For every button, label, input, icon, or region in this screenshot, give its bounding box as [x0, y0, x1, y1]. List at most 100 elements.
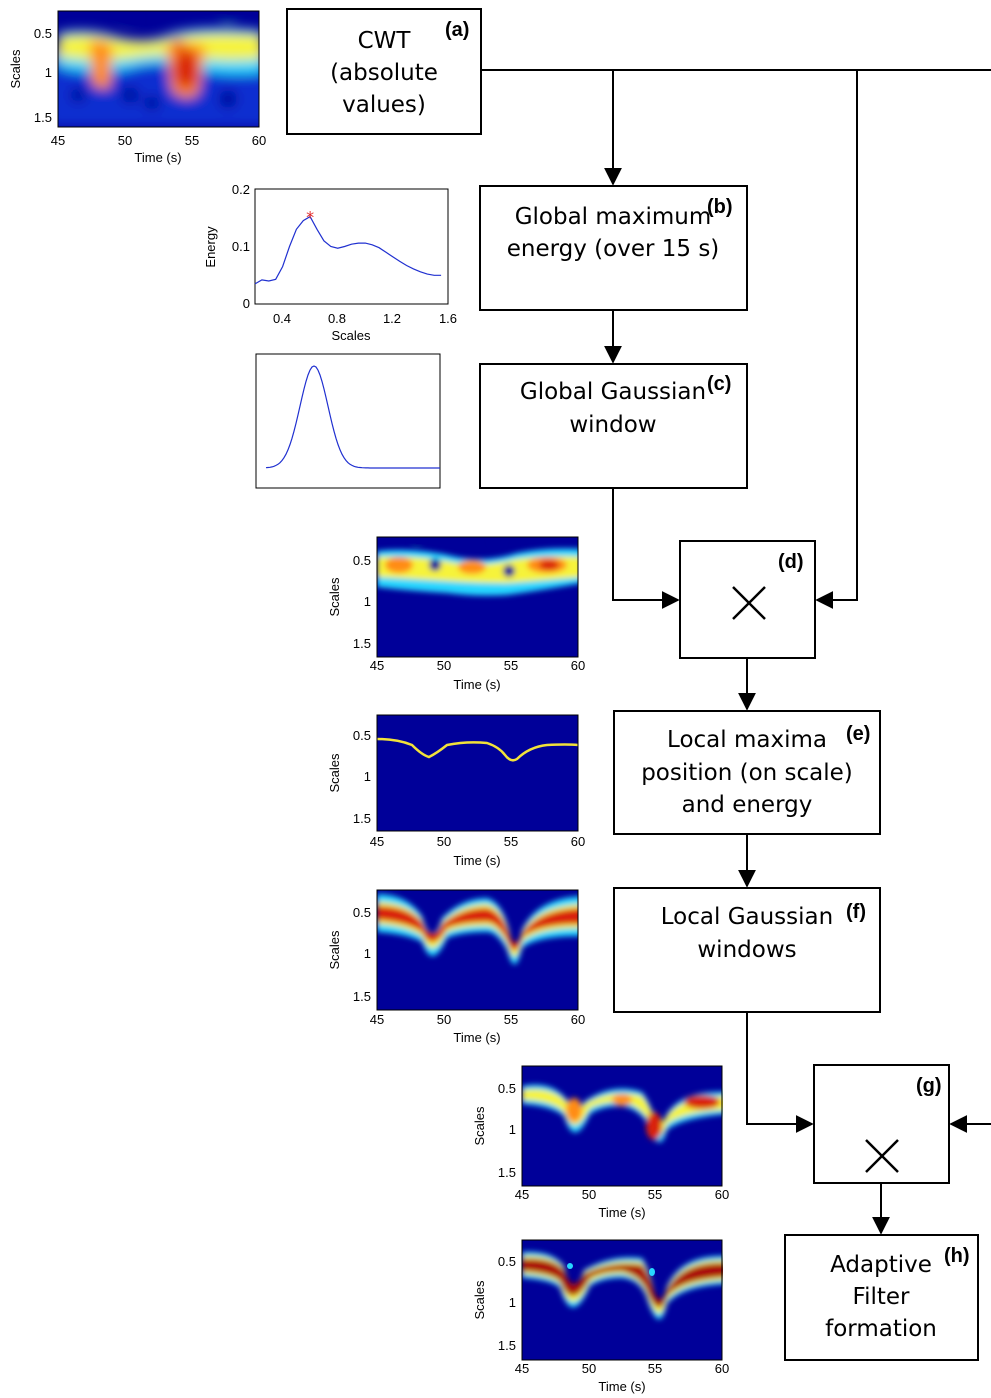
x-axis-label: Time (s) [453, 1030, 500, 1045]
ytick: 1 [509, 1122, 516, 1137]
block-e-line-1: Local maxima [667, 727, 827, 753]
block-b-line-2: energy (over 15 s) [507, 236, 720, 262]
block-a-line-3: values) [342, 92, 426, 118]
xtick: 50 [582, 1187, 596, 1202]
scalogram-g: 45 50 55 60 0.5 1 1.5 Time (s) Scales [472, 1065, 729, 1220]
xtick: 55 [185, 133, 199, 148]
scalogram-d-yticks: 0.5 1 1.5 [353, 553, 371, 651]
xtick: 60 [571, 834, 585, 849]
ytick: 0.5 [498, 1081, 516, 1096]
ytick: 1.5 [498, 1338, 516, 1353]
ytick: 0.2 [232, 182, 250, 197]
xtick: 1.6 [439, 311, 457, 326]
ytick: 1 [364, 946, 371, 961]
connectors [481, 69, 991, 1235]
energy-xticks: 0.4 0.8 1.2 1.6 [273, 311, 457, 326]
xtick: 55 [648, 1187, 662, 1202]
ytick: 1.5 [34, 110, 52, 125]
scalogram-h: 45 50 55 60 0.5 1 1.5 Time (s) Scales [472, 1239, 729, 1394]
ytick: 0.5 [353, 905, 371, 920]
ytick: 1 [45, 65, 52, 80]
xtick: 60 [252, 133, 266, 148]
energy-y-label: Energy [203, 226, 218, 268]
x-axis-label: Time (s) [453, 677, 500, 692]
xtick: 0.4 [273, 311, 291, 326]
ytick: 1 [364, 769, 371, 784]
ytick: 0.1 [232, 239, 250, 254]
xtick: 45 [515, 1187, 529, 1202]
block-f-line-2: windows [697, 937, 796, 963]
scalogram-f-xticks: 45 50 55 60 [370, 1012, 585, 1027]
xtick: 50 [437, 658, 451, 673]
xtick: 60 [571, 658, 585, 673]
block-h-line-1: Adaptive [830, 1252, 932, 1278]
x-axis-label: Time (s) [453, 853, 500, 868]
y-axis-label: Scales [8, 49, 23, 89]
xtick: 1.2 [383, 311, 401, 326]
block-d-tag: (d) [778, 551, 804, 573]
xtick: 50 [437, 834, 451, 849]
xtick: 50 [437, 1012, 451, 1027]
energy-curve [254, 215, 442, 285]
block-f-tag: (f) [846, 901, 866, 923]
xtick: 45 [370, 834, 384, 849]
x-axis-label: Time (s) [598, 1205, 645, 1220]
scalogram-g-xticks: 45 50 55 60 [515, 1187, 729, 1202]
xtick: 0.8 [328, 311, 346, 326]
ridge-line [376, 737, 579, 762]
ytick: 1 [364, 594, 371, 609]
ytick: 0.5 [498, 1254, 516, 1269]
ytick: 1.5 [498, 1165, 516, 1180]
arrow-a-to-d [815, 70, 858, 609]
ytick: 1 [509, 1295, 516, 1310]
block-f: Local Gaussian windows (f) [613, 887, 881, 1013]
xtick: 45 [370, 658, 384, 673]
block-c-line-1: Global Gaussian [520, 379, 706, 405]
block-f-line-1: Local Gaussian [661, 904, 833, 930]
scalogram-d-xticks: 45 50 55 60 [370, 658, 585, 673]
block-d-multiply: (d) [679, 540, 816, 659]
ytick: 1.5 [353, 989, 371, 1004]
scalogram-e: 45 50 55 60 0.5 1 1.5 Time (s) Scales [327, 714, 585, 868]
block-h-line-2: Filter [853, 1284, 911, 1310]
scalogram-f-yticks: 0.5 1 1.5 [353, 905, 371, 1004]
scalogram-a: 45 50 55 60 0.5 1 1.5 Time (s) Scales [8, 10, 266, 165]
block-e-tag: (e) [846, 723, 870, 745]
ytick: 1.5 [353, 811, 371, 826]
scalogram-g-yticks: 0.5 1 1.5 [498, 1081, 516, 1180]
xtick: 55 [504, 834, 518, 849]
block-a: CWT (absolute values) (a) [286, 8, 482, 135]
scalogram-d: 45 50 55 60 0.5 1 1.5 Time (s) Scales [327, 536, 585, 692]
scalogram-a-yticks: 0.5 1 1.5 [34, 26, 52, 125]
ytick: 1.5 [353, 636, 371, 651]
max-energy-marker: * [306, 208, 314, 227]
xtick: 45 [515, 1361, 529, 1376]
block-a-line-2: (absolute [330, 60, 438, 86]
block-e-line-2: position (on scale) [641, 760, 853, 786]
block-c: Global Gaussian window (c) [479, 363, 748, 489]
xtick: 55 [648, 1361, 662, 1376]
y-axis-label: Scales [327, 753, 342, 793]
y-axis-label: Scales [327, 577, 342, 617]
block-h-tag: (h) [944, 1245, 970, 1267]
xtick: 55 [504, 1012, 518, 1027]
ytick: 0.5 [353, 728, 371, 743]
xtick: 50 [118, 133, 132, 148]
ytick: 0.5 [353, 553, 371, 568]
block-h-line-3: formation [825, 1316, 937, 1342]
arrow-f-to-g [746, 1012, 814, 1133]
xtick: 60 [715, 1187, 729, 1202]
block-a-tag: (a) [445, 19, 469, 41]
y-axis-label: Scales [472, 1280, 487, 1320]
arrow-c-to-d [612, 488, 680, 609]
gaussian-window-plot [255, 353, 441, 489]
block-g-multiply: (g) [813, 1064, 950, 1184]
energy-x-label: Scales [331, 328, 371, 343]
xtick: 45 [370, 1012, 384, 1027]
block-a-line-1: CWT [358, 28, 412, 54]
energy-plot: * 0.4 0.8 1.2 1.6 0 0.1 0.2 Scales Energ… [203, 182, 457, 343]
scalogram-f: 45 50 55 60 0.5 1 1.5 Time (s) Scales [327, 889, 585, 1045]
scalogram-h-yticks: 0.5 1 1.5 [498, 1254, 516, 1353]
block-e: Local maxima position (on scale) and ene… [613, 710, 881, 835]
